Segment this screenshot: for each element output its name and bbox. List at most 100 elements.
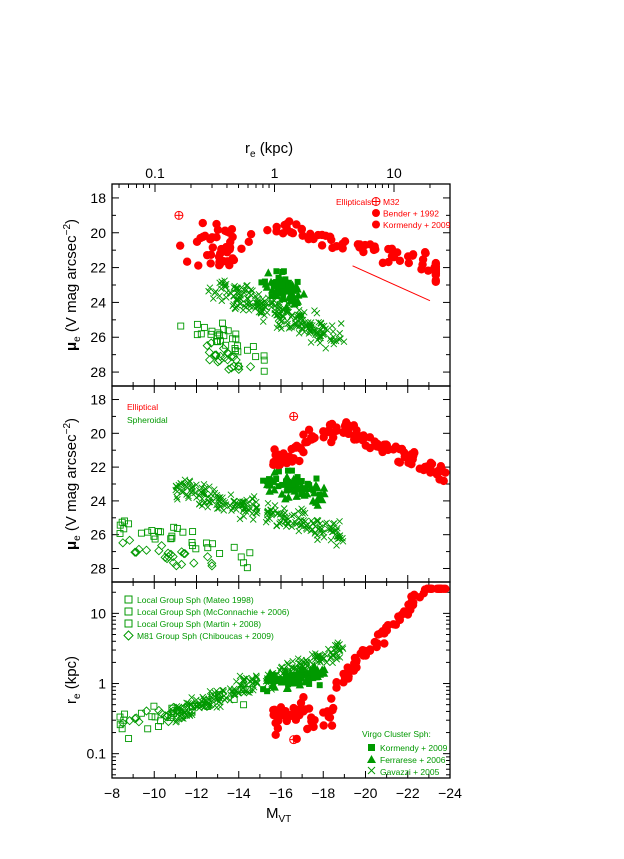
elliptical-point [244,237,253,247]
elliptical-point [317,230,327,240]
elliptical-point [237,244,246,253]
sph-cross-point-b [255,290,263,298]
elliptical-point [175,241,185,250]
sph-cross-point-b [221,283,229,291]
elliptical-point [207,233,217,242]
elliptical-point [378,447,387,457]
sph-cross-point-b [185,492,192,500]
elliptical-point [271,730,280,740]
elliptical-point [418,255,428,264]
sph-cross-point-b [300,658,308,666]
sph-square-point [246,549,254,557]
elliptical-point [291,715,301,724]
sph-cross-point-b [292,322,299,329]
elliptical-point [192,237,202,246]
sph-cross-point-b [307,319,315,326]
elliptical-point [223,257,232,266]
x-tick-label: −10 [142,785,166,801]
sph-cross-point-b [207,494,215,502]
sph-cross-point-b [227,691,235,699]
sph-diamond-point [180,548,190,559]
x-tick-label: −14 [227,785,251,801]
x-tick-label: −18 [311,785,335,801]
sph-square-point [189,528,197,536]
elliptical-point [338,244,347,253]
sph-cross-point-b [248,292,255,299]
sph-cross-point-b [313,516,321,524]
x-tick-label: −12 [185,785,209,801]
sph-cross-point-b [268,298,276,305]
legend-label-ferrarese: Ferrarese + 2006 [380,755,446,765]
sph-cross-point-b [277,322,284,330]
sph-filled-square-point [285,279,292,286]
elliptical-point [279,449,288,458]
elliptical-point [273,709,283,718]
sph-cross-point-b [317,526,324,534]
elliptical-point [339,678,348,687]
sph-cross-point-b [200,488,208,496]
elliptical-point [310,715,319,725]
sph-cross-point-b [172,718,180,726]
sph-filled-square-point [316,682,323,689]
sph-cross-point-b [320,329,328,336]
sph-cross-point-b [321,651,329,658]
sph-triangle-point [294,290,303,299]
sph-diamond-point [131,547,141,557]
sph-diamond-point [168,706,178,716]
elliptical-point [395,615,405,625]
sph-cross-point-b [179,488,187,495]
elliptical-point [292,734,301,744]
sph-square-point [244,346,251,354]
elliptical-point [246,229,256,239]
elliptical-point [304,425,314,435]
sph-square-point [202,701,210,709]
sph-square-point [116,521,124,529]
x-tick-label: −8 [104,785,120,801]
sph-triangle-point [316,494,325,503]
sph-square-point [260,352,268,360]
sph-diamond-point [189,699,199,710]
sph-square-point [116,530,124,537]
sph-square-point [121,710,128,718]
sph-cross-point-b [229,504,236,512]
legend-marker-mcconnachie [124,607,133,616]
sph-cross-point-b [173,493,181,501]
sph-cross-point-b [217,503,224,510]
bottom-right-legend: Virgo Cluster Sph: Kormendy + 2009 Ferra… [362,729,448,777]
sph-diamond-point [231,355,241,365]
sph-square-point [144,725,152,733]
sph-filled-square-point [294,474,301,481]
elliptical-point [342,418,351,427]
legend-title-ellipticals: Ellipticals: [336,197,374,207]
sph-cross-point-b [188,488,196,495]
sph-cross-point-b [274,315,282,322]
sph-cross-point-b [223,289,231,296]
sph-cross-point-b [316,332,324,340]
elliptical-point [182,257,192,266]
sph-cross-point-b [222,501,230,508]
elliptical-point [208,243,218,252]
sph-cross-point-b [178,480,185,488]
sph-filled-square-point [288,675,295,682]
elliptical-point [344,668,353,677]
top-x-tick-label: 0.1 [145,165,165,181]
elliptical-point [327,721,337,730]
sph-cross-point-b [313,531,321,539]
sph-cross-point-b [330,333,337,341]
sph-cross-point-b [242,508,250,515]
sph-cross-point-b [315,319,323,326]
sph-cross-point-b [216,279,223,287]
sph-square-point [155,527,162,535]
sph-cross-point-b [278,325,285,332]
elliptical-point [380,440,389,449]
elliptical-point [301,705,310,714]
sph-square-point [240,701,248,709]
sph-diamond-point [168,702,179,713]
sph-diamond-point [176,713,187,723]
sph-filled-square-point [313,475,320,482]
sph-diamond-point [234,361,244,372]
sph-cross-point-b [249,500,256,508]
legend-label-chiboucas: M81 Group Sph (Chiboucas + 2009) [137,631,274,641]
sph-cross-point-b [186,478,194,486]
sph-cross-point-b [332,645,340,653]
